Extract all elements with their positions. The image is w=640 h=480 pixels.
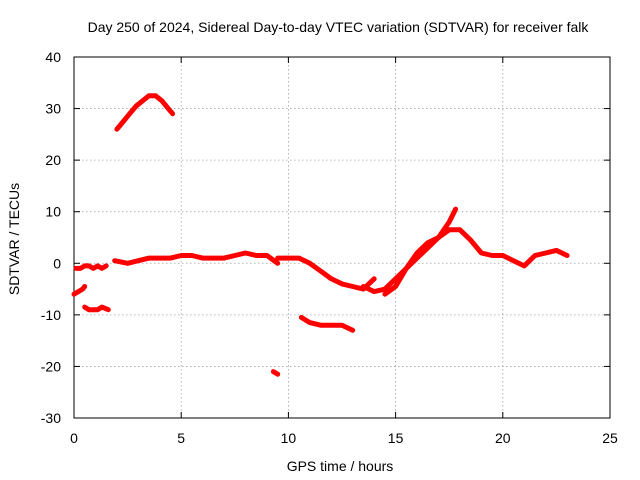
y-tick-label: 10 (45, 204, 61, 220)
series-arc-evening (382, 227, 570, 297)
series-arc-drop (82, 304, 111, 313)
series-arc-rise (360, 206, 459, 295)
axis-ticks: 0 5 10 15 20 25 -30 -20 -10 0 10 20 30 40 (41, 49, 618, 446)
y-tick-label: 30 (45, 101, 61, 117)
y-axis-label: SDTVAR / TECUs (6, 183, 22, 295)
x-tick-label: 15 (388, 430, 404, 446)
x-tick-label: 20 (495, 430, 511, 446)
chart-title: Day 250 of 2024, Sidereal Day-to-day VTE… (88, 19, 590, 35)
x-axis-label: GPS time / hours (287, 458, 394, 474)
plot-frame (73, 56, 611, 419)
series-arc-afternoon (275, 255, 377, 292)
x-tick-label: 5 (177, 430, 185, 446)
y-tick-label: 40 (45, 49, 61, 65)
series-arc-isolated (270, 369, 281, 377)
grid-lines (74, 57, 610, 418)
y-tick-label: 20 (45, 152, 61, 168)
y-tick-label: -10 (41, 307, 61, 323)
series-arc-morning-low (73, 263, 109, 271)
series-arc-secondary-drop (298, 314, 356, 333)
y-tick-label: 0 (53, 255, 61, 271)
series-arc-high (114, 93, 176, 132)
x-tick-label: 0 (70, 430, 78, 446)
series-arc-early-negative (71, 284, 88, 297)
y-tick-label: -30 (41, 410, 61, 426)
x-tick-label: 10 (281, 430, 297, 446)
y-tick-label: -20 (41, 358, 61, 374)
series-arc-midday (112, 250, 281, 266)
data-series (71, 93, 570, 377)
x-tick-label: 25 (602, 430, 618, 446)
